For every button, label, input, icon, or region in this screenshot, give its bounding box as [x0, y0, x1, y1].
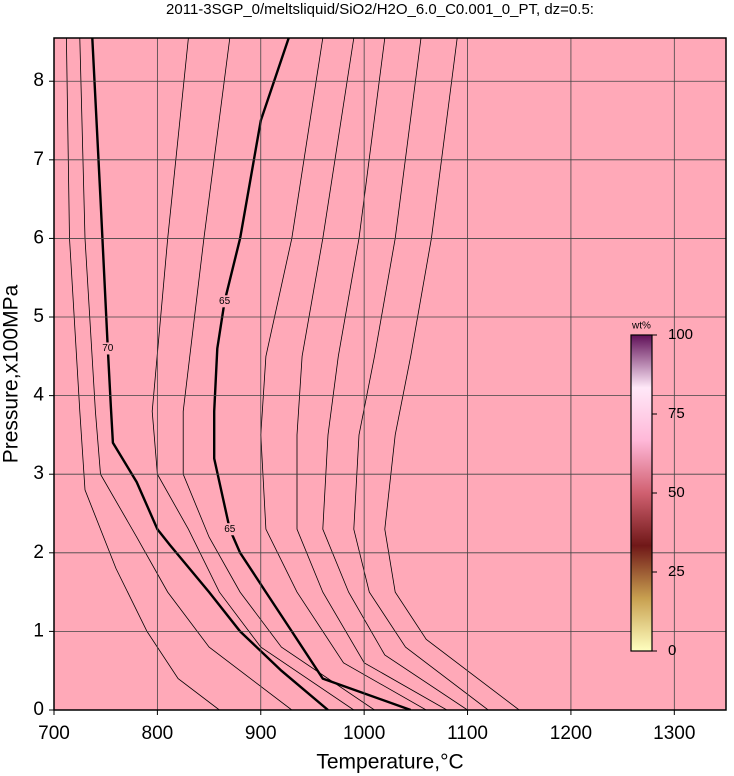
- y-axis-label: Pressure,x100MPa: [0, 284, 23, 463]
- y-tick-label: 2: [33, 542, 44, 563]
- y-tick-label: 4: [33, 385, 44, 406]
- y-tick-label: 3: [33, 463, 44, 484]
- x-axis-label: Temperature,°C: [316, 751, 463, 774]
- y-tick-label: 8: [33, 70, 44, 91]
- contour-line: [66, 38, 220, 710]
- x-tick-label: 1100: [447, 723, 488, 744]
- contour-line: [91, 38, 329, 710]
- contour-label: 65: [219, 296, 231, 307]
- x-tick-label: 1000: [343, 723, 385, 744]
- y-tick-label: 6: [33, 227, 44, 248]
- x-tick-label: 800: [142, 723, 174, 744]
- colorbar: [630, 334, 653, 652]
- x-tick-label: 1200: [550, 723, 592, 744]
- contour-label: 70: [102, 343, 114, 354]
- plot-frame: [53, 37, 727, 711]
- y-tick-label: 0: [33, 699, 44, 720]
- contour-label-bg: [99, 342, 116, 355]
- y-tick-label: 5: [33, 306, 44, 327]
- contour-line: [79, 38, 293, 710]
- contour-line: [260, 38, 427, 710]
- contour-line: [322, 38, 468, 710]
- colorbar-tick-label: 50: [668, 484, 685, 501]
- y-tick-label: 7: [33, 149, 44, 170]
- contour-label-bg: [216, 295, 233, 308]
- contour-label: 65: [224, 524, 236, 535]
- contour-line: [151, 38, 355, 710]
- x-tick-label: 1300: [653, 723, 695, 744]
- colorbar-tick-label: 25: [668, 563, 685, 580]
- contour-line: [353, 38, 489, 710]
- y-tick-label: 1: [33, 620, 44, 641]
- colorbar-tick-label: 0: [668, 642, 676, 659]
- x-tick-label: 900: [245, 723, 277, 744]
- contour-label-bg: [221, 523, 238, 536]
- colorbar-label: wt%: [631, 321, 651, 332]
- plot-background: [54, 38, 726, 710]
- x-tick-label: 700: [38, 723, 70, 744]
- contour-line: [182, 38, 375, 710]
- contour-line: [296, 38, 448, 710]
- colorbar-tick-label: 75: [668, 405, 685, 422]
- colorbar-tick-label: 100: [668, 326, 693, 343]
- chart-title: 2011-3SGP_0/meltsliquid/SiO2/H2O_6.0_C0.…: [166, 1, 594, 18]
